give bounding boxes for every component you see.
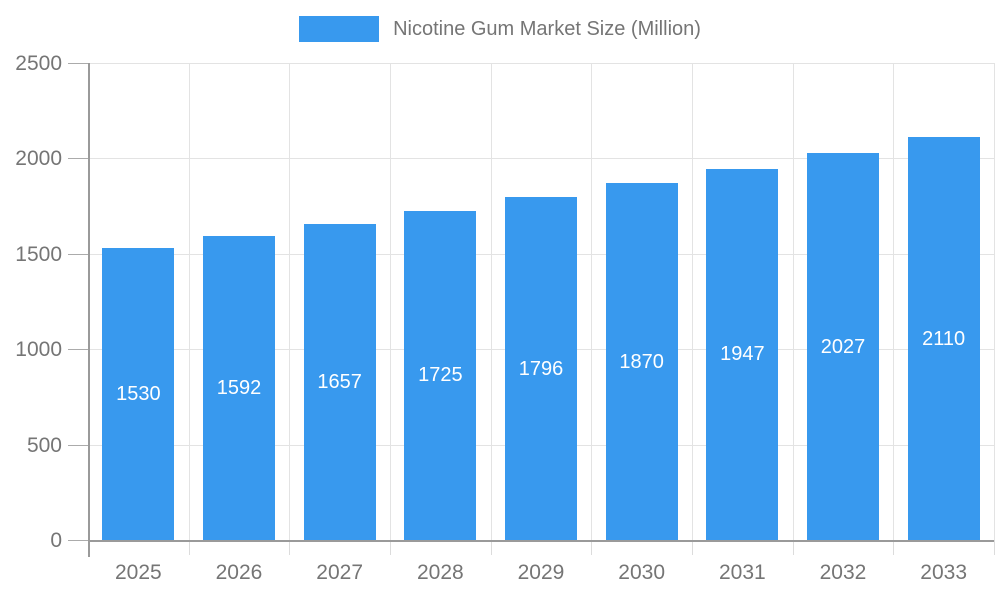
x-gridline	[692, 63, 693, 540]
x-tick	[692, 540, 693, 555]
bar[interactable]: 1725	[404, 210, 477, 540]
x-axis-line	[88, 540, 994, 542]
bar[interactable]: 1592	[203, 236, 275, 540]
y-gridline	[88, 158, 994, 160]
bar-value-label: 1725	[418, 364, 463, 387]
x-tick	[289, 540, 291, 555]
bar[interactable]: 1870	[605, 183, 678, 540]
x-tick-label: 2029	[517, 561, 565, 584]
x-tick-label: 2026	[215, 561, 263, 584]
bar-value-label: 1947	[720, 343, 765, 366]
bar-value-label: 2027	[820, 335, 866, 358]
x-gridline	[289, 63, 291, 540]
y-tick-label: 1500	[15, 242, 62, 266]
legend-item[interactable]: Nicotine Gum Market Size (Million)	[299, 16, 701, 42]
y-tick-label: 0	[50, 529, 62, 552]
y-tick	[68, 349, 88, 351]
y-gridline	[88, 63, 994, 64]
chart-legend: Nicotine Gum Market Size (Million)	[0, 16, 1000, 42]
x-tick	[591, 540, 593, 555]
y-tick-label: 2500	[15, 52, 62, 75]
bar[interactable]: 1947	[706, 168, 779, 540]
x-gridline	[792, 63, 794, 540]
x-gridline	[994, 63, 995, 540]
bar[interactable]: 1530	[102, 248, 175, 540]
x-tick	[390, 540, 391, 555]
x-tick	[792, 540, 794, 555]
bar-value-label: 1592	[216, 377, 262, 400]
y-tick-label: 1000	[15, 338, 62, 362]
bar[interactable]: 1796	[505, 197, 577, 540]
x-tick-label: 2028	[416, 561, 464, 584]
y-tick	[68, 63, 88, 64]
y-tick	[68, 444, 88, 446]
bar-value-label: 1530	[116, 383, 161, 406]
legend-label: Nicotine Gum Market Size (Million)	[393, 17, 701, 40]
x-gridline	[188, 63, 190, 540]
legend-swatch	[299, 16, 380, 42]
x-tick-label: 2030	[618, 561, 666, 584]
y-tick	[68, 540, 88, 541]
x-tick-label: 2032	[819, 561, 867, 584]
bar-value-label: 1657	[317, 370, 362, 393]
x-gridline	[893, 63, 895, 540]
x-tick	[490, 540, 492, 555]
x-tick-label: 2025	[114, 561, 162, 584]
x-tick	[188, 540, 190, 555]
x-gridline	[390, 63, 391, 540]
bar-value-label: 1870	[619, 350, 664, 373]
bar-value-label: 1796	[518, 357, 564, 380]
x-tick	[893, 540, 895, 555]
bar[interactable]: 2110	[907, 137, 980, 540]
x-gridline	[591, 63, 593, 540]
x-tick-label: 2031	[718, 561, 766, 584]
bar[interactable]: 2027	[807, 153, 879, 540]
y-tick	[68, 158, 88, 160]
y-axis-line	[88, 63, 90, 557]
y-tick	[68, 253, 88, 255]
y-tick-label: 500	[26, 433, 62, 457]
bar-value-label: 2110	[922, 327, 966, 350]
x-tick-label: 2027	[316, 561, 364, 584]
x-gridline	[490, 63, 492, 540]
bar[interactable]: 1657	[303, 223, 376, 540]
y-tick-label: 2000	[15, 147, 62, 171]
x-tick	[994, 540, 995, 555]
x-tick-label: 2033	[920, 561, 968, 584]
